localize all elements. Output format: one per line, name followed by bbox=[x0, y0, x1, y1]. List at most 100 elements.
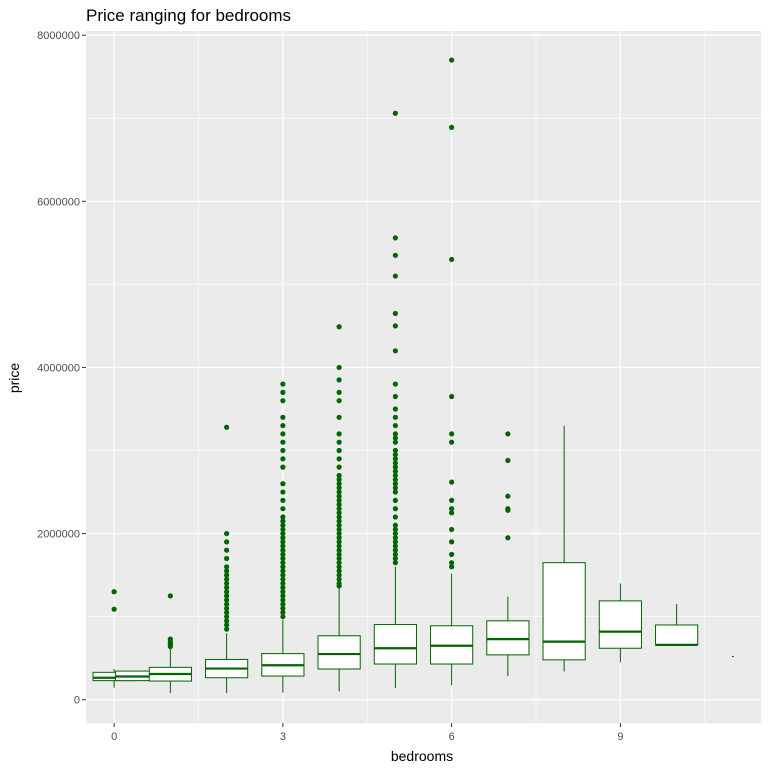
outlier-point bbox=[167, 593, 173, 599]
outlier-point bbox=[336, 398, 342, 404]
outlier-point bbox=[392, 310, 398, 317]
outlier-point bbox=[280, 381, 286, 387]
outlier-point bbox=[392, 468, 398, 474]
outlier-point bbox=[336, 547, 342, 553]
outlier-point bbox=[224, 601, 230, 607]
outlier-point bbox=[336, 539, 342, 545]
x-tick-label: 3 bbox=[280, 731, 286, 743]
outlier-point bbox=[280, 526, 286, 533]
y-tick-label: 4000000 bbox=[37, 362, 80, 374]
outlier-point bbox=[280, 597, 286, 603]
outlier-point bbox=[449, 526, 455, 533]
outlier-point bbox=[336, 456, 342, 462]
outlier-point bbox=[392, 497, 398, 503]
outlier-point bbox=[224, 614, 230, 620]
box-group bbox=[317, 324, 361, 692]
box-group bbox=[261, 381, 305, 693]
y-tick-label: 8000000 bbox=[37, 30, 80, 42]
outlier-point bbox=[392, 422, 398, 429]
outlier-point bbox=[280, 422, 286, 429]
outlier-point bbox=[392, 472, 398, 479]
outlier-point bbox=[336, 485, 342, 491]
outlier-point bbox=[336, 414, 342, 420]
outlier-point bbox=[224, 609, 230, 616]
outlier-point bbox=[280, 614, 286, 620]
outlier-point bbox=[336, 481, 342, 487]
outlier-point bbox=[336, 493, 342, 499]
outlier-point bbox=[449, 431, 455, 437]
outlier-point bbox=[111, 606, 117, 612]
outlier-point bbox=[392, 235, 398, 241]
outlier-point bbox=[392, 273, 398, 279]
outlier-point bbox=[392, 526, 398, 533]
x-axis-title: bedrooms bbox=[391, 748, 453, 764]
outlier-point bbox=[449, 564, 455, 570]
box-iqr bbox=[486, 620, 530, 656]
outlier-point bbox=[280, 506, 286, 512]
outlier-point bbox=[392, 522, 398, 528]
outlier-point bbox=[224, 568, 230, 574]
outlier-point bbox=[392, 530, 398, 537]
outlier-point bbox=[167, 636, 173, 642]
outlier-point bbox=[392, 464, 398, 470]
outlier-point bbox=[224, 593, 230, 599]
outlier-point bbox=[392, 110, 398, 116]
outlier-point bbox=[336, 543, 342, 549]
y-axis-title: price bbox=[6, 363, 22, 394]
box-group bbox=[486, 431, 530, 677]
outlier-point bbox=[449, 539, 455, 545]
outlier-point bbox=[336, 489, 342, 495]
outlier-point bbox=[392, 381, 398, 387]
outlier-point bbox=[392, 460, 398, 466]
outlier-point bbox=[336, 431, 342, 437]
box-group bbox=[598, 583, 642, 663]
outlier-point bbox=[111, 589, 117, 595]
outlier-point bbox=[336, 501, 342, 508]
outlier-point bbox=[280, 518, 286, 524]
outlier-point bbox=[336, 510, 342, 516]
outlier-point bbox=[392, 452, 398, 458]
outlier-point bbox=[336, 476, 342, 483]
x-tick-label: 6 bbox=[449, 731, 455, 743]
outlier-point bbox=[336, 551, 342, 557]
outlier-point bbox=[336, 324, 342, 330]
outlier-point bbox=[336, 530, 342, 537]
axes: 0 2000000 4000000 6000000 8000000 0 3 6 9 bbox=[37, 30, 623, 743]
outlier-point bbox=[224, 580, 230, 587]
outlier-point bbox=[336, 518, 342, 524]
outlier-point bbox=[392, 485, 398, 491]
outlier-point bbox=[336, 572, 342, 578]
outlier-point bbox=[392, 414, 398, 420]
outlier-point bbox=[280, 547, 286, 553]
outlier-point bbox=[392, 560, 398, 566]
outlier-point bbox=[280, 535, 286, 541]
outlier-point bbox=[280, 543, 286, 549]
box-group bbox=[430, 57, 474, 686]
outlier-point bbox=[449, 479, 455, 485]
box-group bbox=[148, 593, 192, 694]
outlier-point bbox=[280, 530, 286, 537]
outlier-point bbox=[280, 605, 286, 611]
outlier-point bbox=[449, 497, 455, 503]
outlier-point bbox=[392, 539, 398, 545]
outlier-point bbox=[449, 256, 455, 263]
plot-panel bbox=[86, 31, 761, 723]
outlier-point bbox=[280, 522, 286, 528]
outlier-point bbox=[336, 364, 342, 371]
outlier-point bbox=[280, 414, 286, 420]
outlier-point bbox=[224, 547, 230, 553]
outlier-point bbox=[449, 439, 455, 445]
outlier-point bbox=[336, 576, 342, 582]
outlier-point bbox=[336, 377, 342, 383]
outlier-point bbox=[505, 431, 511, 437]
outlier-point bbox=[280, 580, 286, 587]
outlier-point bbox=[280, 564, 286, 570]
outlier-point bbox=[224, 597, 230, 603]
y-tick-label: 2000000 bbox=[37, 529, 80, 541]
outlier-point bbox=[280, 481, 286, 487]
outlier-point bbox=[392, 476, 398, 483]
box-group bbox=[373, 110, 417, 689]
outlier-point bbox=[224, 572, 230, 578]
outlier-point bbox=[392, 439, 398, 445]
